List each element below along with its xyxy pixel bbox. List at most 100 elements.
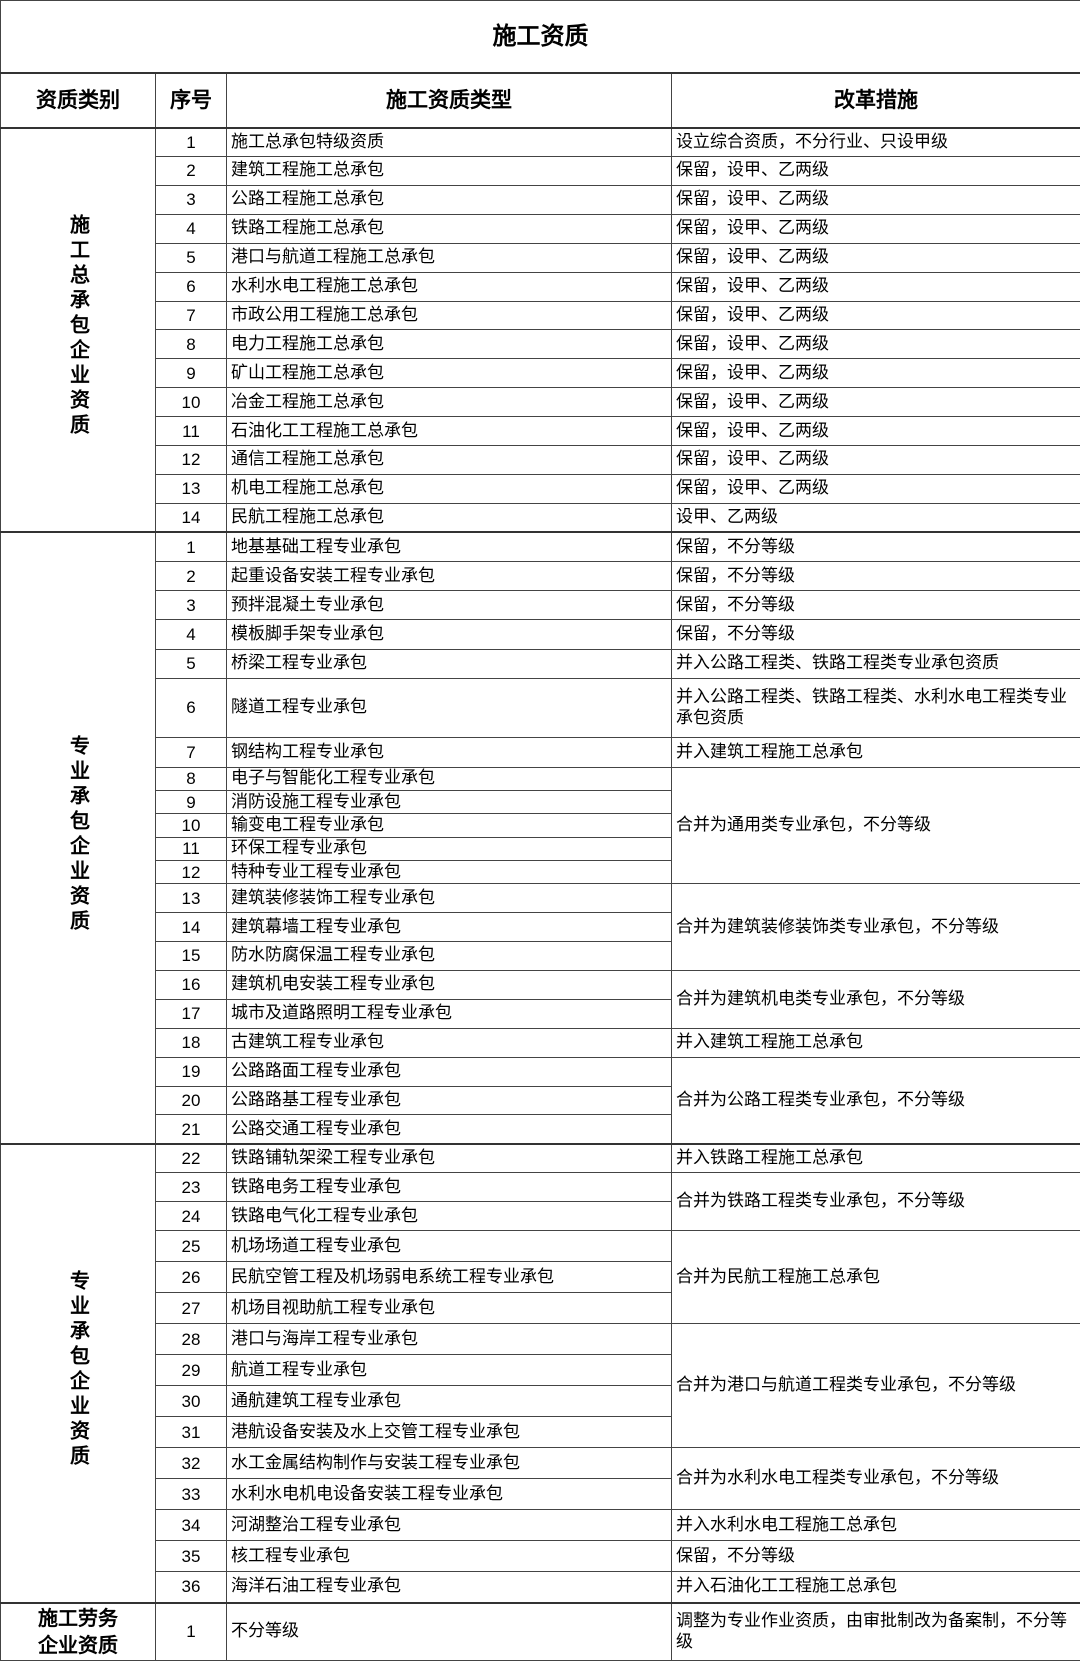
row-number: 3	[155, 184, 227, 215]
qualification-type: 机场场道工程专业承包	[226, 1230, 672, 1263]
table-row: 2 起重设备安装工程专业承包 保留，不分等级	[1, 561, 1080, 592]
category-label: 施工总承包企业资质	[66, 214, 91, 440]
reform-measure: 合并为建筑机电类专业承包，不分等级	[671, 970, 1080, 1029]
qualification-type: 机场目视助航工程专业承包	[226, 1292, 672, 1325]
table-row: 4 模板脚手架专业承包 保留，不分等级	[1, 619, 1080, 650]
qualification-type: 港航设备安装及水上交管工程专业承包	[226, 1416, 672, 1449]
table-row: 19 公路路面工程专业承包 合并为公路工程类专业承包，不分等级	[1, 1056, 1080, 1145]
table-row: 14 建筑幕墙工程专业承包	[1, 912, 1080, 943]
qualification-type: 铁路铺轨架梁工程专业承包	[226, 1142, 672, 1174]
category-label-line: 企业资质	[38, 1633, 118, 1658]
qualification-type: 河湖整治工程专业承包	[226, 1509, 672, 1542]
table-row: 9 矿山工程施工总承包 保留，设甲、乙两级	[1, 358, 1080, 389]
table-row: 13 机电工程施工总承包 保留，设甲、乙两级	[1, 474, 1080, 504]
qualification-type: 石油化工工程施工总承包	[226, 416, 672, 447]
qualification-type: 特种专业工程专业承包	[226, 860, 672, 885]
qualification-type: 公路工程施工总承包	[226, 184, 672, 215]
title-row: 施工资质	[0, 0, 1080, 74]
qualification-type: 矿山工程施工总承包	[226, 358, 672, 389]
qualification-type: 环保工程专业承包	[226, 836, 672, 862]
category-cell: 施工劳务 企业资质	[0, 1601, 156, 1661]
header-row: 资质类别 序号 施工资质类型 改革措施	[0, 72, 1080, 129]
table-title: 施工资质	[0, 0, 1080, 74]
row-number: 14	[155, 502, 227, 533]
qualification-type: 冶金工程施工总承包	[226, 387, 672, 418]
row-number: 2	[155, 155, 227, 186]
qualification-type: 桥梁工程专业承包	[226, 648, 672, 679]
table-row: 25 机场场道工程专业承包 合并为民航工程施工总承包	[1, 1230, 1080, 1325]
table-row: 12 特种专业工程专业承包	[1, 860, 1080, 885]
table-row: 4 铁路工程施工总承包 保留，设甲、乙两级	[1, 213, 1080, 244]
row-number: 14	[155, 912, 227, 943]
qualification-type: 航道工程专业承包	[226, 1354, 672, 1387]
reform-measure: 保留，设甲、乙两级	[671, 329, 1080, 360]
qualification-type: 水利水电机电设备安装工程专业承包	[226, 1478, 672, 1511]
qualification-type: 铁路电气化工程专业承包	[226, 1201, 672, 1232]
row-number: 2	[155, 561, 227, 592]
qualification-type: 市政公用工程施工总承包	[226, 300, 672, 331]
row-number: 15	[155, 941, 227, 971]
qualification-type: 建筑工程施工总承包	[226, 155, 672, 186]
reform-measure: 保留，设甲、乙两级	[671, 358, 1080, 389]
qualification-type: 建筑机电安装工程专业承包	[226, 970, 672, 1000]
qualification-type: 通航建筑工程专业承包	[226, 1385, 672, 1418]
table-row: 施工劳务 企业资质 1 不分等级 调整为专业作业资质，由审批制改为备案制，不分等级	[0, 1601, 1080, 1661]
reform-measure: 并入铁路工程施工总承包	[671, 1142, 1080, 1174]
category-label-line: 施工劳务	[38, 1606, 118, 1631]
table-row: 15 防水防腐保温工程专业承包	[1, 941, 1080, 971]
qualification-type: 公路交通工程专业承包	[226, 1114, 672, 1145]
reform-measure: 并入公路工程类、铁路工程类、水利水电工程类专业承包资质	[671, 677, 1080, 738]
table-row: 23 铁路电务工程专业承包 合并为铁路工程类专业承包，不分等级	[1, 1172, 1080, 1232]
reform-measure: 设甲、乙两级	[671, 502, 1080, 533]
row-number: 24	[155, 1201, 227, 1232]
table-row: 3 预拌混凝土专业承包 保留，不分等级	[1, 590, 1080, 621]
qualification-type: 施工总承包特级资质	[226, 127, 672, 157]
table-row: 7 钢结构工程专业承包 并入建筑工程施工总承包	[1, 736, 1080, 768]
table-row: 35 核工程专业承包 保留，不分等级	[1, 1540, 1080, 1573]
table-row: 2 建筑工程施工总承包 保留，设甲、乙两级	[1, 155, 1080, 186]
table-row: 16 建筑机电安装工程专业承包 合并为建筑机电类专业承包，不分等级	[1, 970, 1080, 1029]
row-number: 1	[155, 531, 227, 563]
category-label: 专业承包企业资质	[66, 735, 91, 936]
table-row: 专业承包企业资质 1 地基基础工程专业承包 保留，不分等级	[0, 531, 1080, 1145]
reform-measure: 合并为通用类专业承包，不分等级	[671, 766, 1080, 885]
row-number: 5	[155, 648, 227, 679]
table-row: 6 隧道工程专业承包 并入公路工程类、铁路工程类、水利水电工程类专业承包资质	[1, 677, 1080, 738]
table-row: 7 市政公用工程施工总承包 保留，设甲、乙两级	[1, 300, 1080, 331]
row-number: 21	[155, 1114, 227, 1145]
row-number: 27	[155, 1292, 227, 1325]
reform-measure: 保留，设甲、乙两级	[671, 474, 1080, 504]
reform-measure: 保留，不分等级	[671, 590, 1080, 621]
reform-measure: 保留，设甲、乙两级	[671, 416, 1080, 447]
row-number: 18	[155, 1027, 227, 1058]
row-number: 10	[155, 813, 227, 838]
table-row: 10 冶金工程施工总承包 保留，设甲、乙两级	[1, 387, 1080, 418]
reform-measure: 保留，不分等级	[671, 561, 1080, 592]
qualification-type: 模板脚手架专业承包	[226, 619, 672, 650]
reform-measure: 保留，不分等级	[671, 619, 1080, 650]
row-number: 34	[155, 1509, 227, 1542]
row-number: 33	[155, 1478, 227, 1511]
qualification-type: 古建筑工程专业承包	[226, 1027, 672, 1058]
row-number: 16	[155, 970, 227, 1000]
table-row: 14 民航工程施工总承包 设甲、乙两级	[1, 502, 1080, 533]
row-number: 35	[155, 1540, 227, 1573]
qualification-type: 公路路面工程专业承包	[226, 1056, 672, 1087]
qualification-type: 钢结构工程专业承包	[226, 736, 672, 768]
qualification-type: 输变电工程专业承包	[226, 813, 672, 838]
row-number: 4	[155, 213, 227, 244]
table-row: 18 古建筑工程专业承包 并入建筑工程施工总承包	[1, 1027, 1080, 1058]
table-row: 8 电子与智能化工程专业承包 合并为通用类专业承包，不分等级	[1, 766, 1080, 885]
row-number: 12	[155, 445, 227, 476]
header-category: 资质类别	[0, 72, 156, 129]
row-number: 30	[155, 1385, 227, 1418]
header-no: 序号	[155, 72, 227, 129]
reform-measure: 合并为建筑装修装饰类专业承包，不分等级	[671, 883, 1080, 971]
row-number: 12	[155, 860, 227, 885]
qualification-type: 铁路电务工程专业承包	[226, 1172, 672, 1203]
qualification-type: 预拌混凝土专业承包	[226, 590, 672, 621]
row-number: 28	[155, 1323, 227, 1356]
reform-measure: 并入石油化工工程施工总承包	[671, 1571, 1080, 1604]
table-row: 32 水工金属结构制作与安装工程专业承包 合并为水利水电工程类专业承包，不分等级	[1, 1447, 1080, 1511]
